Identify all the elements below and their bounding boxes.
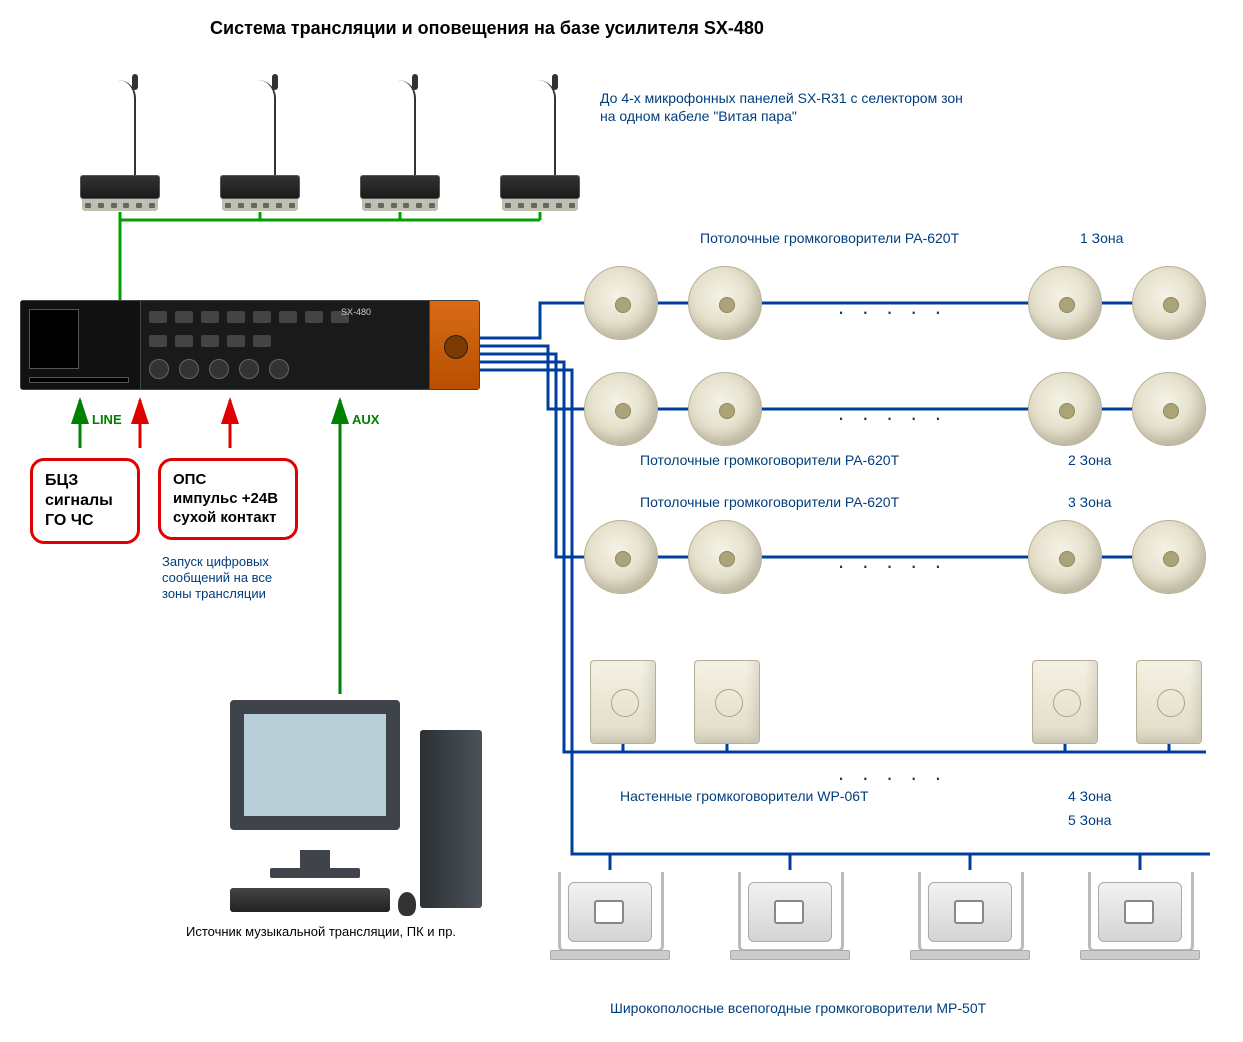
horn-speaker [900,862,1040,972]
ceiling-speaker [584,372,658,446]
zone2-speaker-label: Потолочные громкоговорители PA-620T [640,452,899,468]
ceiling-speaker [1028,266,1102,340]
ellipsis: . . . . . [838,760,947,786]
zone5-label: 5 Зона [1068,812,1111,828]
zone1-label: 1 Зона [1080,230,1123,246]
mic-panel [490,80,590,210]
amp-control-panel: SX-480 [141,301,429,389]
ceiling-speaker [688,520,762,594]
ceiling-speaker [1132,372,1206,446]
ceiling-speaker [1132,520,1206,594]
ceiling-speaker [688,266,762,340]
mic-note-line2: на одном кабеле "Витая пара" [600,108,797,124]
zone4-speaker-label: Настенные громкоговорители WP-06T [620,788,869,804]
zone3-speaker-label: Потолочные громкоговорители PA-620T [640,494,899,510]
horn-speaker [540,862,680,972]
zone3-label: 3 Зона [1068,494,1111,510]
pc-source [200,680,500,930]
wall-speaker [1136,660,1202,744]
zone4-label: 4 Зона [1068,788,1111,804]
ceiling-speaker [1028,520,1102,594]
monitor-icon [230,700,400,830]
ceiling-speaker [584,266,658,340]
ops-box: ОПС импульс +24В сухой контакт [158,458,298,540]
wall-speaker [694,660,760,744]
mic-panel [350,80,450,210]
aux-label: AUX [352,412,379,427]
wall-speaker [590,660,656,744]
keyboard-icon [230,888,390,912]
ellipsis: . . . . . [838,294,947,320]
ellipsis: . . . . . [838,548,947,574]
ceiling-speaker [1132,266,1206,340]
zone5-speaker-label: Широкополосные всепогодные громкоговорит… [610,1000,986,1016]
zone2-label: 2 Зона [1068,452,1111,468]
ops-note-3: зоны трансляции [162,586,266,601]
amp-power-panel [429,301,479,389]
ops-note-1: Запуск цифровых [162,554,269,569]
pc-caption: Источник музыкальной трансляции, ПК и пр… [186,924,456,939]
page-title: Система трансляции и оповещения на базе … [210,18,764,39]
ceiling-speaker [688,372,762,446]
amp-model-label: SX-480 [341,307,371,317]
mic-panel [210,80,310,210]
ellipsis: . . . . . [838,400,947,426]
mouse-icon [398,892,416,916]
ceiling-speaker [584,520,658,594]
mic-note-line1: До 4-х микрофонных панелей SX-R31 с селе… [600,90,963,106]
ops-note-2: сообщений на все [162,570,272,585]
tower-icon [420,730,482,908]
bcz-box: БЦЗ сигналы ГО ЧС [30,458,140,544]
horn-speaker [720,862,860,972]
wall-speaker [1032,660,1098,744]
line-label: LINE [92,412,122,427]
amp-player-panel [21,301,141,389]
horn-speaker [1070,862,1210,972]
amplifier-sx480: SX-480 [20,300,480,390]
zone1-speaker-label: Потолочные громкоговорители PA-620T [700,230,959,246]
ceiling-speaker [1028,372,1102,446]
mic-panel [70,80,170,210]
